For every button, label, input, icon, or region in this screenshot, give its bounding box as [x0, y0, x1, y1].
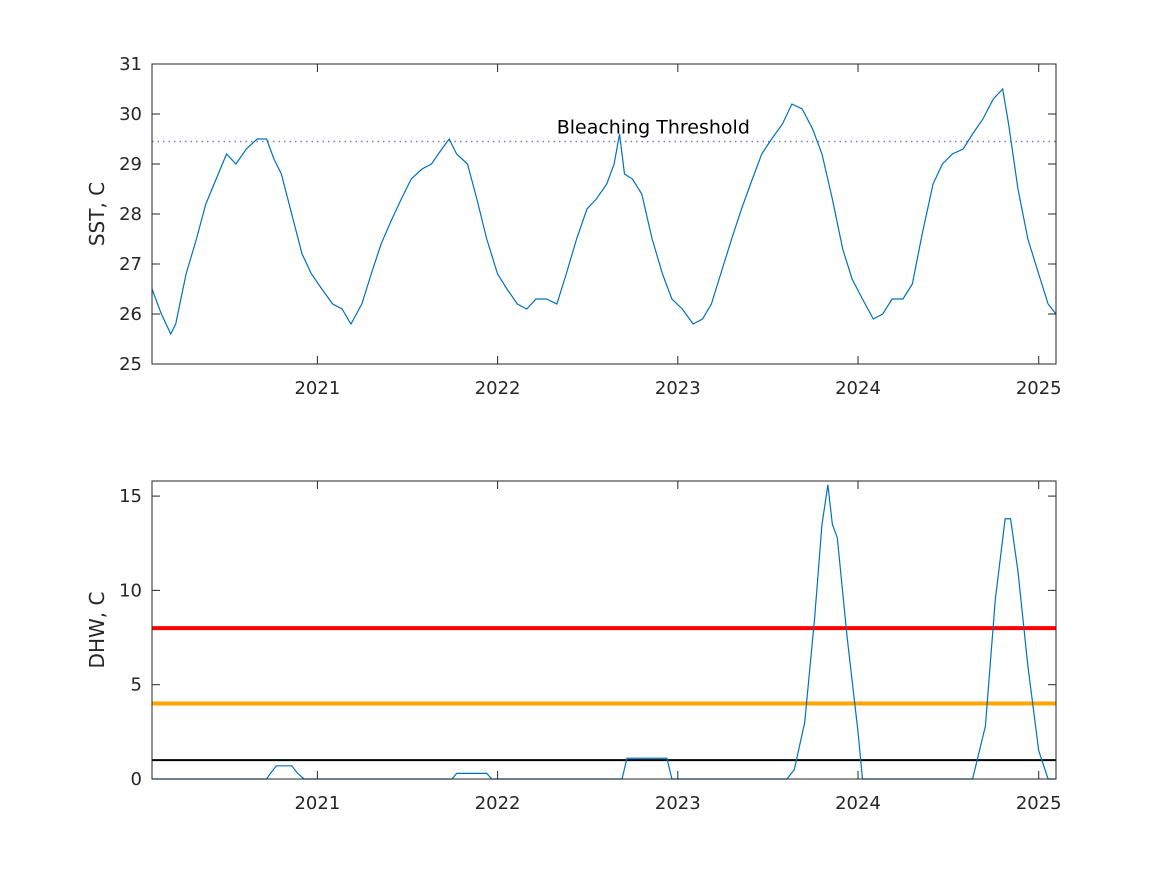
- bleaching-threshold-label: Bleaching Threshold: [557, 117, 750, 139]
- sst-xtick-label: 2024: [835, 378, 881, 399]
- dhw-ytick-label: 10: [119, 580, 142, 601]
- dhw-panel: 0 5 10 15 2021 2022 2023 2024 2025 DHW, C: [85, 480, 1062, 814]
- sst-reference-labels: Bleaching Threshold: [557, 117, 750, 139]
- dhw-xtick-label: 2024: [835, 793, 881, 814]
- sst-xtick-label: 2021: [294, 378, 340, 399]
- sst-plot-area: [152, 64, 1056, 364]
- dhw-ytick-label: 5: [131, 675, 142, 696]
- sst-xtick-label: 2022: [475, 378, 521, 399]
- sst-ytick-label: 28: [119, 204, 142, 225]
- sst-ytick-label: 29: [119, 154, 142, 175]
- dhw-xtick-label: 2022: [475, 793, 521, 814]
- dhw-y-axis-label: DHW, C: [85, 592, 109, 669]
- dhw-ytick-label: 15: [119, 486, 142, 507]
- sst-ytick-label: 25: [119, 354, 142, 375]
- dhw-series-line: [152, 484, 1056, 780]
- sst-y-ticks: 25 26 27 28 29 30 31: [119, 54, 1056, 375]
- sst-x-ticks: 2021 2022 2023 2024 2025: [294, 64, 1062, 399]
- sst-xtick-label: 2023: [655, 378, 701, 399]
- sst-ytick-label: 30: [119, 104, 142, 125]
- dhw-xtick-label: 2023: [655, 793, 701, 814]
- dhw-reference-lines: [152, 626, 1056, 762]
- dhw-x-ticks: 2021 2022 2023 2024 2025: [294, 481, 1062, 814]
- dhw-ytick-label: 0: [131, 769, 142, 790]
- sst-xtick-label: 2025: [1016, 378, 1062, 399]
- dhw-y-ticks: 0 5 10 15: [119, 486, 1056, 790]
- sst-ytick-label: 31: [119, 54, 142, 75]
- sst-ytick-label: 27: [119, 254, 142, 275]
- sst-series-line: [151, 87, 1057, 336]
- sst-ytick-label: 26: [119, 304, 142, 325]
- dhw-xtick-label: 2025: [1016, 793, 1062, 814]
- dhw-axes-box: [151, 480, 1057, 780]
- sst-y-axis-label: SST, C: [85, 182, 109, 246]
- dhw-xtick-label: 2021: [294, 793, 340, 814]
